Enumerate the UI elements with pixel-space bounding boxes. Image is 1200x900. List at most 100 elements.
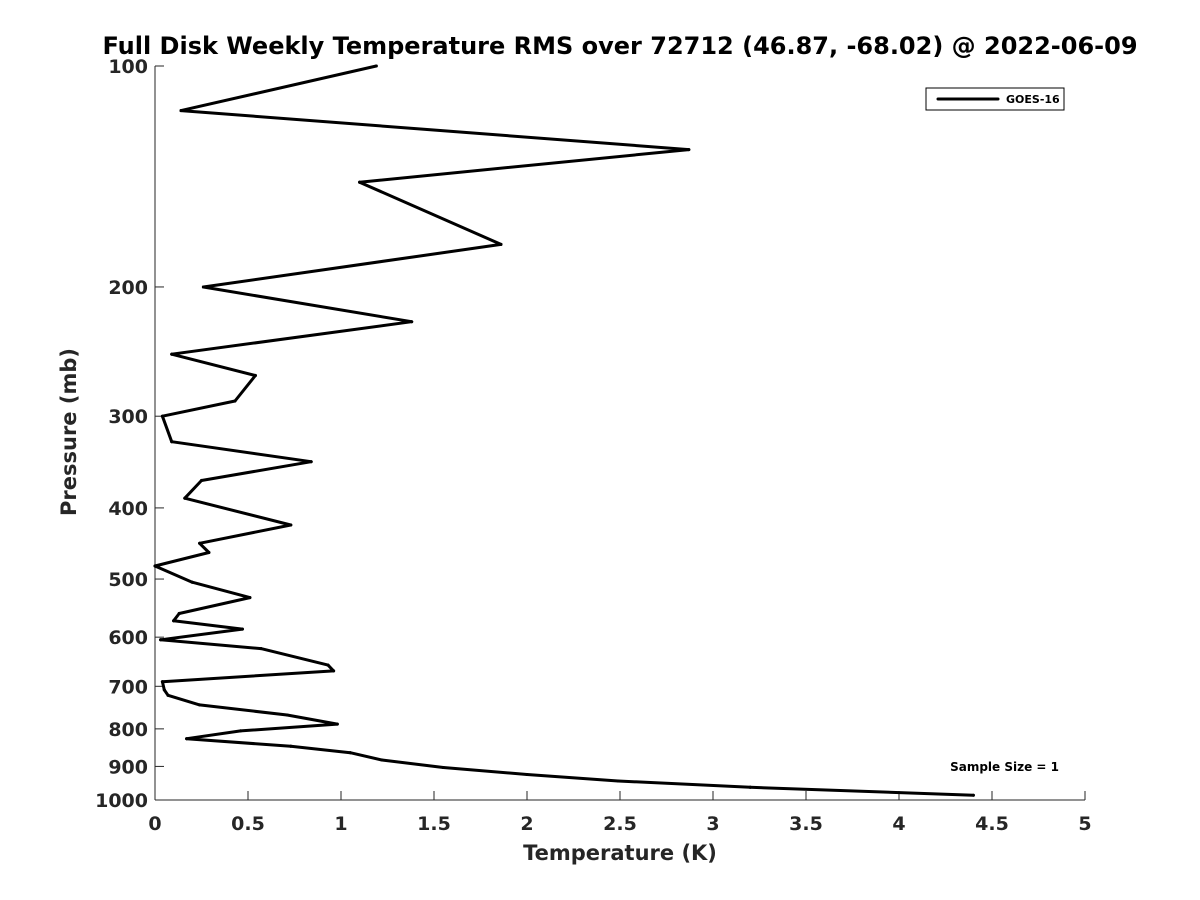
data-point <box>332 669 336 673</box>
data-point <box>162 688 166 692</box>
data-point <box>177 612 181 615</box>
data-point <box>285 713 289 717</box>
x-tick-label: 3.5 <box>789 813 823 835</box>
data-point <box>616 779 620 783</box>
series-segment <box>177 596 252 615</box>
series-segment <box>170 320 414 356</box>
data-point <box>525 773 529 776</box>
data-point <box>410 320 414 324</box>
series-segment <box>159 627 244 642</box>
series-segment <box>748 785 975 797</box>
data-point <box>198 703 202 707</box>
axes <box>154 66 1085 801</box>
data-point <box>687 148 691 152</box>
series-segment <box>159 638 263 651</box>
series-layer <box>153 64 975 797</box>
data-point <box>153 564 157 568</box>
y-tick-label: 500 <box>108 569 148 591</box>
series-segment <box>160 669 336 684</box>
data-point <box>289 523 293 527</box>
data-point <box>233 399 237 403</box>
series-segment <box>153 564 194 584</box>
series-segment <box>172 619 244 631</box>
data-point <box>170 352 174 356</box>
series-segment <box>380 758 445 769</box>
data-point <box>971 793 975 797</box>
data-point <box>170 440 174 444</box>
series-segment <box>166 693 202 707</box>
series-segment <box>179 109 691 152</box>
series-segment <box>183 479 203 500</box>
sample-size-annotation: Sample Size = 1 <box>950 760 1059 774</box>
data-point <box>160 680 164 684</box>
series-segment <box>183 496 293 527</box>
series-segment <box>160 399 237 418</box>
series-segment <box>190 580 252 600</box>
y-tick-label: 800 <box>108 719 148 741</box>
x-axis-label: Temperature (K) <box>523 841 717 865</box>
y-tick-label: 300 <box>108 406 148 428</box>
data-point <box>748 785 752 789</box>
x-tick-label: 0.5 <box>231 813 265 835</box>
chart-title: Full Disk Weekly Temperature RMS over 72… <box>102 32 1137 60</box>
data-point <box>374 64 378 68</box>
data-point <box>259 647 263 651</box>
x-tick-label: 1 <box>334 813 347 835</box>
data-point <box>326 663 330 667</box>
series-segment <box>441 766 529 776</box>
y-axis-label: Pressure (mb) <box>57 348 81 516</box>
x-tick-label: 2 <box>520 813 533 835</box>
data-point <box>159 638 163 642</box>
x-tick-label: 1.5 <box>417 813 451 835</box>
data-point <box>190 580 194 584</box>
data-point <box>172 619 176 623</box>
series-segment <box>153 551 211 568</box>
series-segment <box>160 414 174 444</box>
data-point <box>253 374 257 377</box>
x-tick-label: 4 <box>892 813 905 835</box>
y-tick-label: 100 <box>108 56 148 78</box>
series-segment <box>616 779 752 789</box>
series-segment <box>259 647 330 667</box>
series-segment <box>170 352 257 377</box>
x-tick-label: 2.5 <box>603 813 637 835</box>
data-point <box>240 627 244 631</box>
y-tick-label: 1000 <box>95 790 148 812</box>
data-point <box>239 729 243 733</box>
data-point <box>183 496 187 500</box>
x-tick-label: 0 <box>148 813 161 835</box>
series-segment <box>185 737 293 748</box>
y-tick-label: 900 <box>108 756 148 778</box>
series-segment <box>348 751 384 762</box>
series-segment <box>198 541 211 554</box>
x-tick-label: 4.5 <box>975 813 1009 835</box>
data-point <box>248 596 252 600</box>
series-segment <box>198 523 293 545</box>
series-segment <box>198 703 289 717</box>
series-segment <box>185 729 243 741</box>
data-point <box>198 541 202 545</box>
data-point <box>309 460 313 464</box>
data-point <box>207 551 211 554</box>
legend-entry-goes-16: GOES-16 <box>1006 93 1060 106</box>
series-segment <box>289 744 352 755</box>
data-point <box>441 766 445 769</box>
y-tick-label: 600 <box>108 627 148 649</box>
data-point <box>185 737 189 741</box>
data-point <box>358 180 362 184</box>
series-segment <box>201 242 503 289</box>
series-segment <box>179 64 378 113</box>
data-point <box>166 693 170 697</box>
data-point <box>201 285 205 289</box>
data-point <box>335 722 339 726</box>
y-tick-label: 700 <box>108 676 148 698</box>
series-segment <box>239 722 339 733</box>
series-segment <box>525 773 620 783</box>
x-tick-label: 5 <box>1078 813 1091 835</box>
series-segment <box>285 713 339 726</box>
series-segment <box>200 460 313 482</box>
data-point <box>200 479 203 482</box>
data-point <box>499 242 503 246</box>
data-point <box>348 751 352 755</box>
